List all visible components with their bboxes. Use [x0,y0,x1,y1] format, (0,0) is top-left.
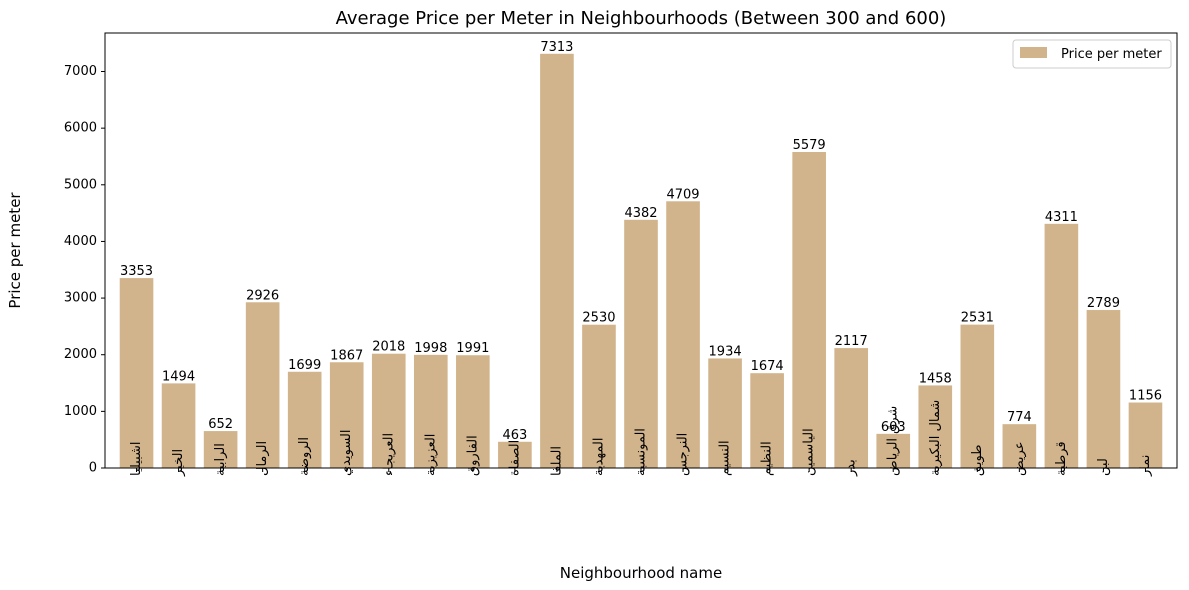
x-tick-label: النظيم [760,441,775,476]
bar [708,358,742,468]
x-tick-label: السويدي [339,429,354,476]
x-tick-label: النرجس [676,433,691,476]
bar [1044,223,1079,468]
x-tick-label: شرق الرياض [886,406,901,476]
bar [1128,402,1163,468]
x-tick-label: العزيزية [423,434,438,476]
bar [540,53,574,468]
y-axis: 0 1000 2000 3000 4000 5000 6000 7000 [64,64,105,476]
bar [413,354,448,468]
legend-label: Price per meter [1061,47,1162,62]
bar-value-label: 463 [502,428,527,443]
bar-value-label: 3353 [120,264,153,279]
y-tick-label: 5000 [64,177,97,192]
bar [161,383,196,468]
y-tick-label: 0 [89,461,97,476]
legend: Price per meter [1012,39,1172,69]
bar [582,324,616,468]
bar-value-label: 603 [881,420,906,435]
x-tick-label: الياسمين [802,428,817,476]
chart-title: Average Price per Meter in Neighbourhood… [336,8,947,29]
y-tick-label: 4000 [64,234,97,249]
bar-value-label: 2018 [372,340,405,355]
bar [119,278,154,468]
x-axis-title: Neighbourhood name [560,564,722,582]
bar-value-label: 4311 [1045,210,1078,225]
bar-value-label: 1458 [919,371,952,386]
bars-group [119,53,1163,468]
y-tick-label: 2000 [64,347,97,362]
bar-value-label: 2926 [246,288,279,303]
bar [456,355,490,468]
bar-value-label: 2531 [961,311,994,326]
plot-frame [104,32,1178,469]
x-tick-label: شمال البكيرية [928,400,943,476]
bar [624,219,658,468]
x-tick-label: الرمال [255,441,270,476]
bar [245,302,280,468]
bar-value-label: 1494 [162,369,195,384]
x-tick-label: المونسية [634,428,649,476]
x-tick-label: العريجاء [381,433,396,476]
legend-swatch [1020,47,1047,58]
x-tick-label: الروضة [297,437,312,476]
bar-value-label: 1998 [414,341,447,356]
x-tick-label: قرطبة [1054,441,1069,476]
bar-value-label: 4709 [666,187,699,202]
x-tick-label: الفاروق [465,435,480,476]
x-tick-label: اشبيليا [129,441,144,476]
bar [287,371,322,468]
x-tick-label: المهدية [591,438,606,477]
bar-value-label: 5579 [793,138,826,153]
bar-value-label: 1156 [1129,389,1162,404]
x-tick-label: الخير [171,449,186,477]
bar [1086,310,1121,468]
bar-labels-group: 3353 1494 652 2926 1699 1867 2018 1998 1991 463 73… [120,40,1162,443]
bar-value-label: 1934 [709,344,742,359]
bar-value-label: 4382 [624,206,657,221]
x-axis: اشبيليا الخير الرابية الرمال الروضة السويدي ال… [129,400,1153,477]
x-tick-label: لبن [1096,458,1111,476]
x-tick-label: الرابية [213,443,228,476]
bar-value-label: 1991 [456,341,489,356]
y-tick-label: 6000 [64,121,97,136]
x-tick-label: النسيم [718,440,733,476]
bar-value-label: 7313 [540,40,573,55]
x-tick-label: الصفاة [507,440,522,476]
bar [329,362,364,468]
bar-value-label: 2530 [582,311,615,326]
bar [1002,424,1037,468]
bar-value-label: 652 [208,417,233,432]
bar-value-label: 2117 [835,334,868,349]
bar [876,433,911,468]
y-tick-label: 3000 [64,291,97,306]
x-tick-label: الملقا [549,446,564,476]
bar [498,441,532,468]
bar [750,373,784,468]
y-tick-label: 1000 [64,404,97,419]
bar [203,431,238,468]
y-tick-label: 7000 [64,64,97,79]
bar [792,152,826,468]
bar [834,348,869,468]
bar-value-label: 1674 [751,359,784,374]
x-tick-label: طويق [970,444,985,476]
bar-value-label: 774 [1007,410,1032,425]
bar-value-label: 1699 [288,358,321,373]
bar-value-label: 1867 [330,348,363,363]
bar [666,201,700,468]
bar-value-label: 2789 [1087,296,1120,311]
legend-box [1012,39,1172,69]
x-tick-label: عريض [1012,442,1027,476]
bar [960,324,995,468]
x-tick-label: نمار [1138,455,1153,477]
y-axis-title: Price per meter [6,192,24,309]
bar [371,353,406,468]
bar [918,385,953,468]
